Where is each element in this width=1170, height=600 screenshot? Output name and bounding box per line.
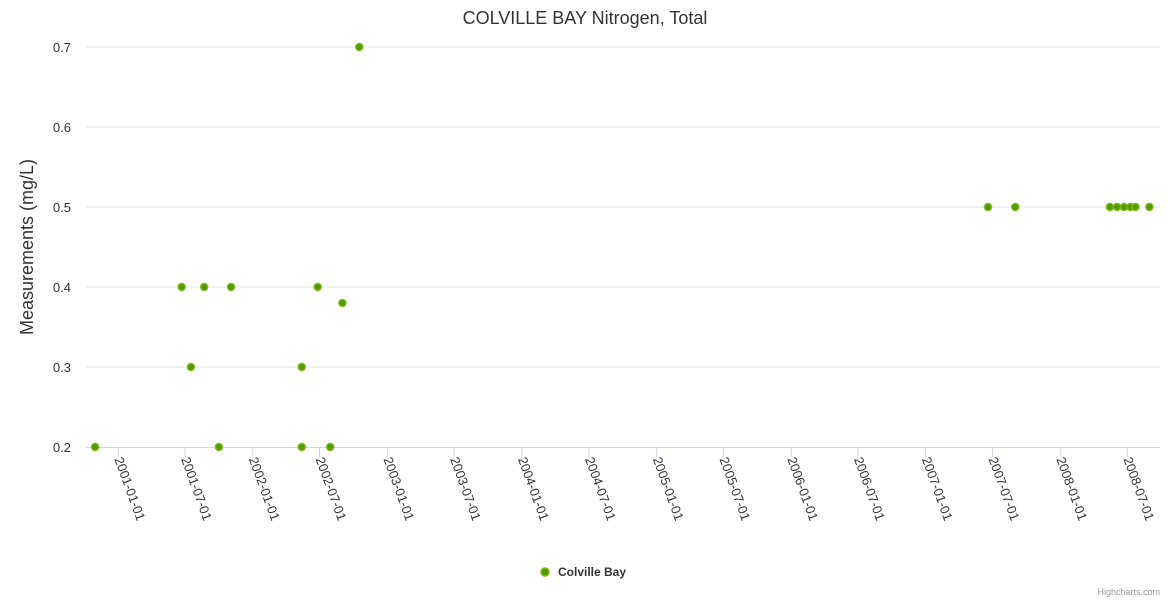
chart-title: COLVILLE BAY Nitrogen, Total bbox=[463, 8, 708, 28]
x-tick-label: 2006-01-01 bbox=[784, 455, 821, 523]
x-tick-label: 2004-07-01 bbox=[582, 455, 619, 523]
y-tick-label: 0.5 bbox=[53, 200, 71, 215]
x-tick-label: 2002-01-01 bbox=[246, 455, 283, 523]
data-point[interactable] bbox=[313, 282, 322, 292]
x-tick-label: 2008-01-01 bbox=[1053, 455, 1090, 523]
y-tick-label: 0.7 bbox=[53, 40, 71, 55]
x-tick-label: 2001-01-01 bbox=[111, 455, 148, 523]
data-point[interactable] bbox=[297, 362, 307, 372]
data-point[interactable] bbox=[226, 282, 236, 292]
x-tick-label: 2003-01-01 bbox=[380, 455, 417, 523]
data-point[interactable] bbox=[325, 442, 335, 452]
x-tick-label: 2003-07-01 bbox=[447, 455, 484, 523]
data-point[interactable] bbox=[1105, 202, 1115, 212]
legend-marker bbox=[540, 567, 550, 577]
x-tick-label: 2005-07-01 bbox=[717, 455, 754, 523]
data-point[interactable] bbox=[1145, 202, 1154, 212]
x-tick-label: 2005-01-01 bbox=[650, 455, 687, 523]
data-point[interactable] bbox=[199, 282, 209, 292]
data-point[interactable] bbox=[297, 442, 307, 452]
x-tick-label: 2007-07-01 bbox=[986, 455, 1023, 523]
x-tick-label: 2002-07-01 bbox=[313, 455, 350, 523]
data-point[interactable] bbox=[177, 282, 186, 292]
data-point[interactable] bbox=[983, 202, 993, 212]
x-tick-label: 2006-07-01 bbox=[851, 455, 888, 523]
x-tick-label: 2007-01-01 bbox=[919, 455, 956, 523]
x-tick-label: 2004-01-01 bbox=[515, 455, 552, 523]
x-tick-label: 2001-07-01 bbox=[178, 455, 215, 523]
legend-label: Colville Bay bbox=[558, 565, 626, 579]
data-point[interactable] bbox=[186, 362, 196, 372]
legend-item-colville-bay[interactable]: Colville Bay bbox=[540, 565, 626, 579]
data-point[interactable] bbox=[1011, 202, 1020, 212]
data-point[interactable] bbox=[1112, 202, 1122, 212]
data-point[interactable] bbox=[1131, 202, 1140, 212]
y-tick-label: 0.3 bbox=[53, 360, 71, 375]
data-point[interactable] bbox=[214, 442, 224, 452]
y-tick-label: 0.2 bbox=[53, 440, 71, 455]
data-point[interactable] bbox=[90, 442, 100, 452]
y-tick-label: 0.4 bbox=[53, 280, 71, 295]
credits-link[interactable]: Highcharts.com bbox=[1097, 587, 1160, 597]
y-tick-label: 0.6 bbox=[53, 120, 71, 135]
data-point[interactable] bbox=[338, 298, 347, 308]
data-point[interactable] bbox=[355, 42, 364, 52]
y-axis-label: Measurements (mg/L) bbox=[17, 159, 37, 335]
x-tick-label: 2008-07-01 bbox=[1120, 455, 1157, 523]
